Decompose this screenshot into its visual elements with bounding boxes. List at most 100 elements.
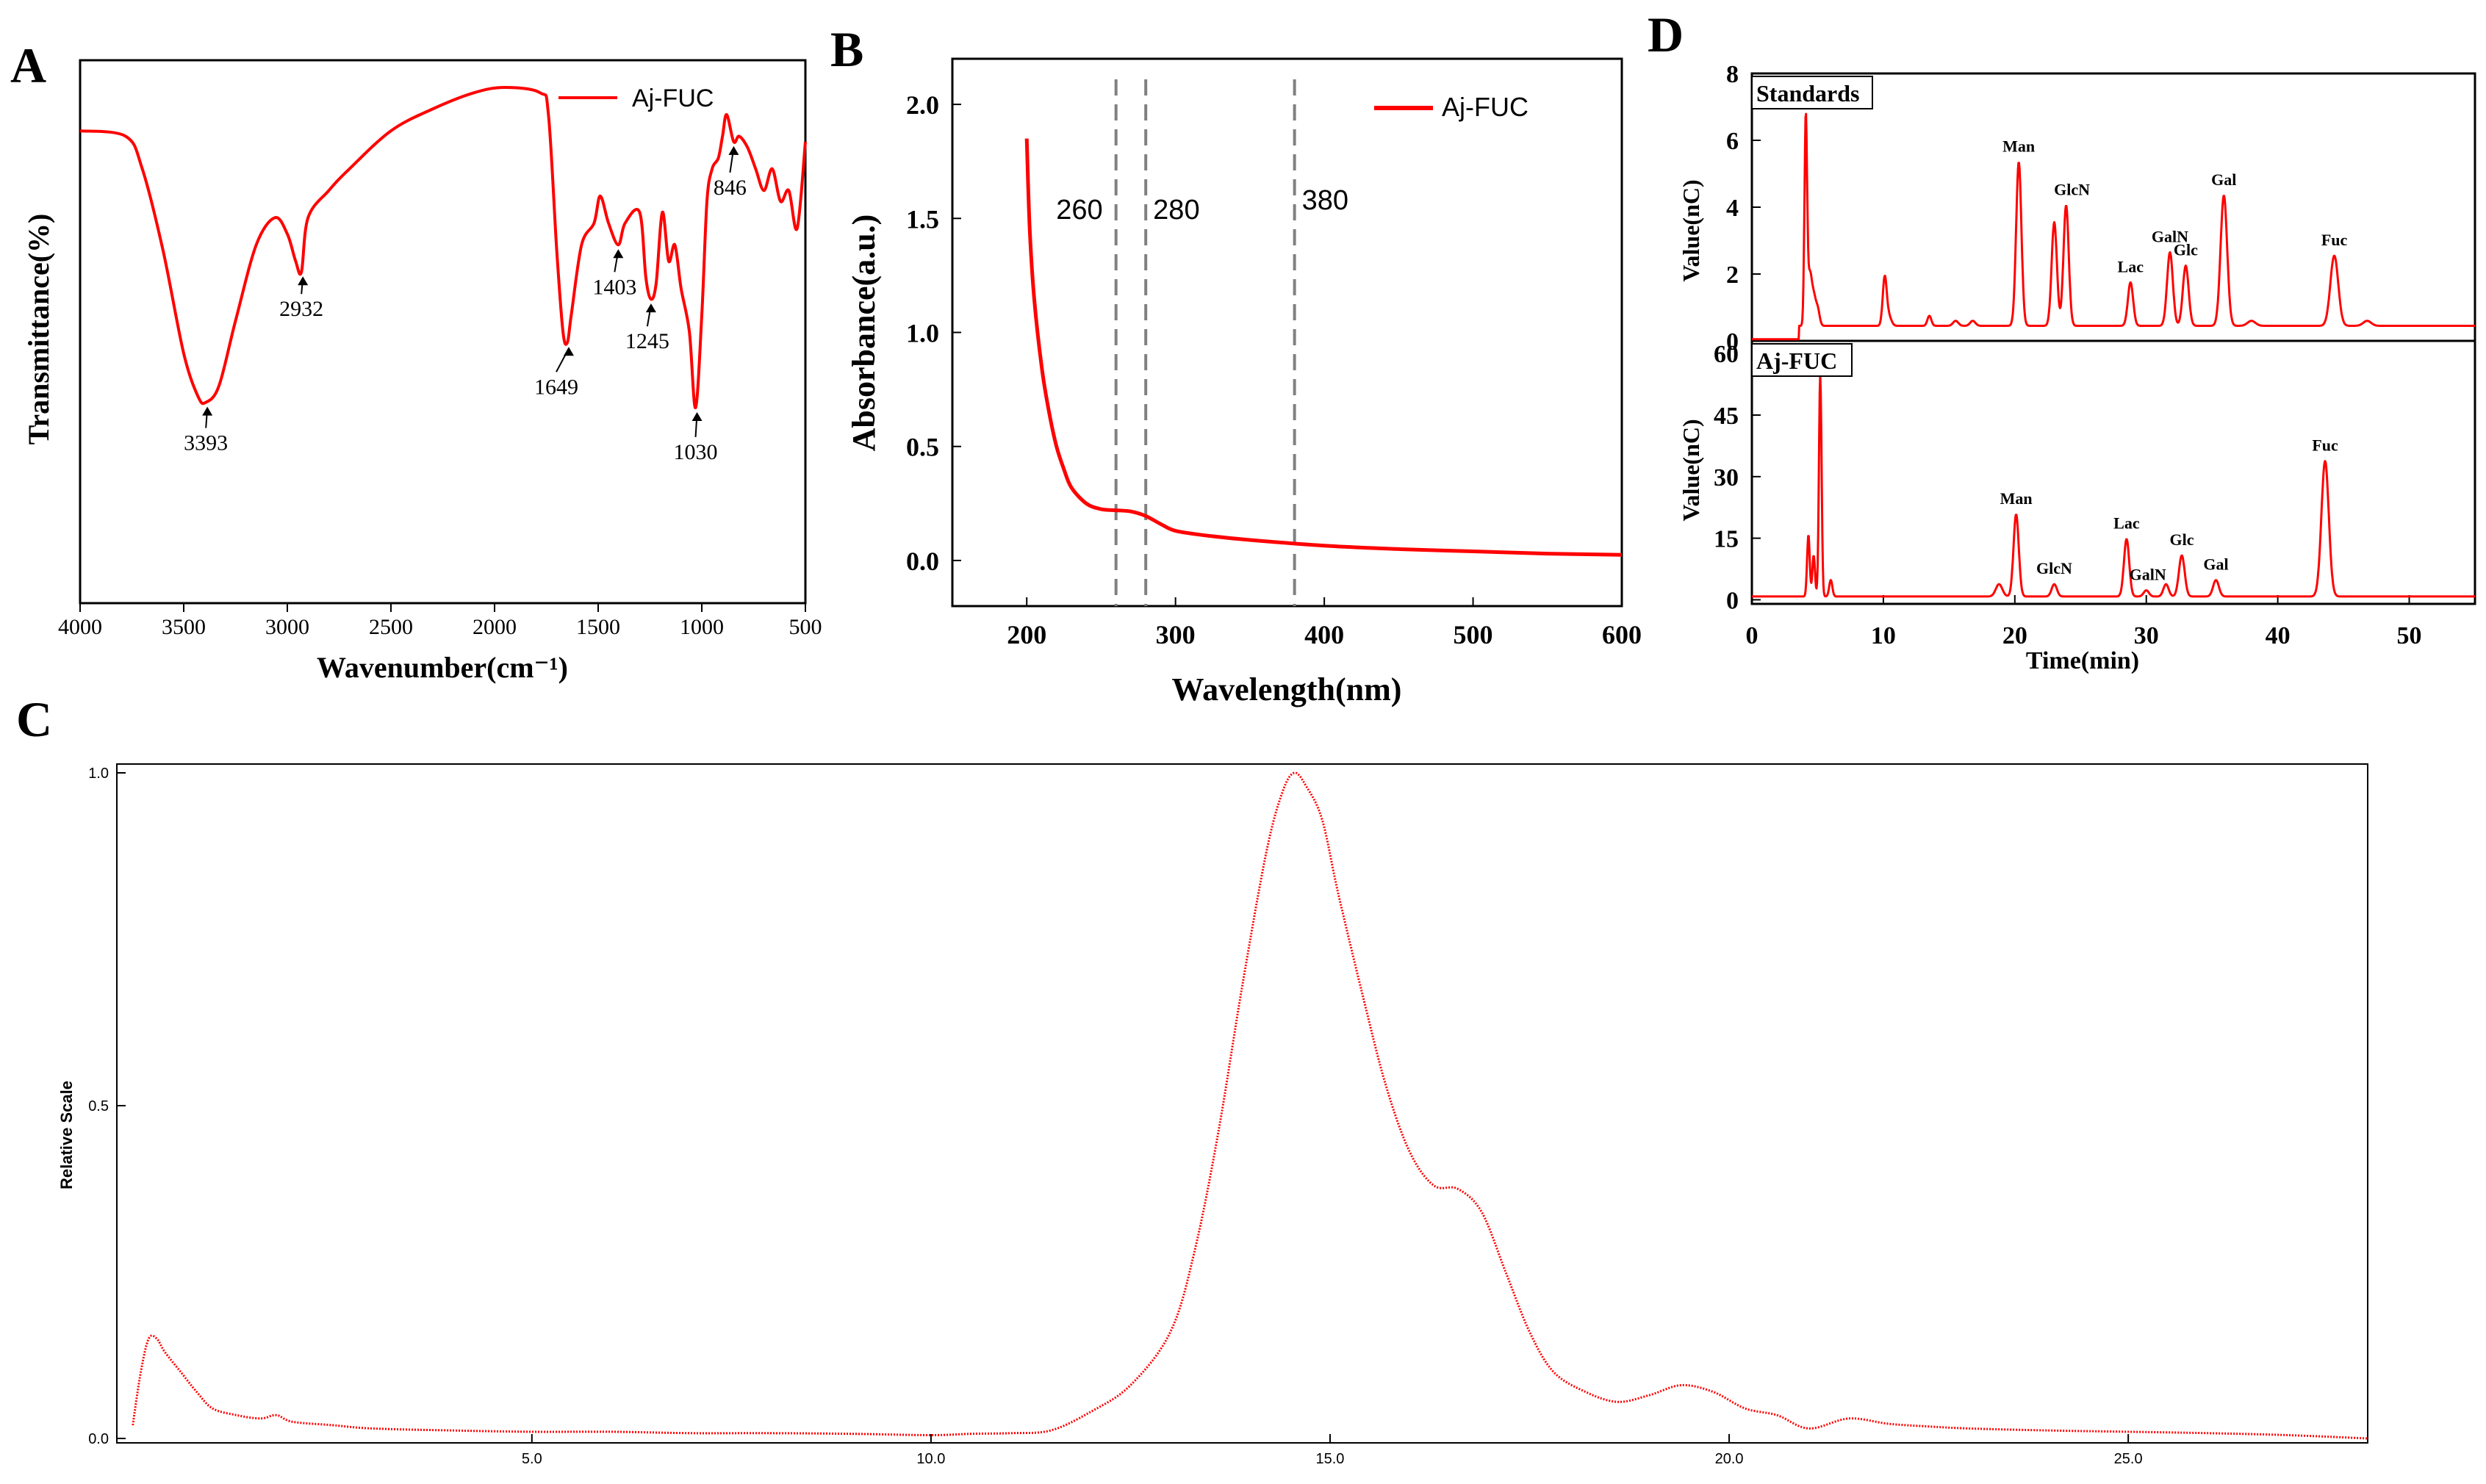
- x-axis-ticks-a: 4000 3500 3000 2500 2000 1500 1000 500: [58, 603, 822, 639]
- panel-b: B 200 300 400 500 600 0.0 0.5 1.0 1.5 2.0 260 280 3…: [830, 21, 1642, 707]
- y-axis-label-d-bottom: Value(nC): [1678, 419, 1704, 521]
- x-tick-label-c: 15.0: [1316, 1451, 1345, 1467]
- y-tick-label-d-top: 8: [1726, 61, 1739, 88]
- subplot-title-standards: Standards: [1756, 80, 1860, 107]
- x-tick-label-b: 200: [1007, 620, 1046, 649]
- x-tick-label-c: 5.0: [522, 1451, 542, 1467]
- y-tick-label-c: 1.0: [88, 766, 109, 782]
- reference-label-380: 380: [1302, 185, 1348, 216]
- annotation-label: 1649: [534, 375, 578, 399]
- annotation-arrowhead: [298, 276, 309, 286]
- x-tick-label-a: 3500: [162, 615, 206, 639]
- annotation-arrowhead: [613, 249, 624, 259]
- x-tick-label-a: 1500: [576, 615, 620, 639]
- x-axis-label-d: Time(min): [2026, 647, 2139, 674]
- peak-label: Gal: [2203, 555, 2228, 574]
- x-tick-label-d: 0: [1746, 622, 1758, 649]
- legend-label-a: Aj-FUC: [632, 84, 714, 112]
- peak-label: Glc: [2170, 530, 2194, 549]
- x-tick-label-d: 10: [1871, 622, 1896, 649]
- y-tick-label-d-bottom: 30: [1714, 464, 1739, 491]
- y-tick-label-d-bottom: 15: [1714, 526, 1739, 553]
- plot-frame-b: [951, 57, 1623, 608]
- peak-label: Fuc: [2312, 436, 2338, 455]
- peak-label: Lac: [2118, 257, 2144, 275]
- panel-d: D 0 10 20 30 40 50 0 2 4 6 8 0 15 30 45 60 Man GlcN Lac Ga…: [1648, 7, 2476, 674]
- x-tick-label-a: 2500: [369, 615, 413, 639]
- x-tick-label-d: 50: [2397, 622, 2422, 649]
- axis-ticks-d: 0 10 20 30 40 50 0 2 4 6 8 0 15 30 45 60: [1714, 61, 2422, 649]
- y-axis-label-b: Absorbance(a.u.): [846, 215, 882, 452]
- y-tick-label-d-top: 0: [1726, 328, 1739, 356]
- axis-ticks-b: 200 300 400 500 600 0.0 0.5 1.0 1.5 2.0: [906, 90, 1642, 649]
- reference-lines-b: 260 280 380: [1056, 79, 1348, 606]
- series-line-aj-fuc-hpgpc: [132, 771, 2368, 1440]
- peak-label: Glc: [2174, 241, 2198, 259]
- x-tick-label-d: 20: [2002, 622, 2027, 649]
- x-tick-label-b: 300: [1156, 620, 1196, 649]
- x-tick-label-a: 2000: [473, 615, 517, 639]
- plot-frame-a: [79, 59, 807, 605]
- panel-letter-d: D: [1648, 7, 1684, 62]
- subplot-title-box-standards: [1751, 76, 1873, 109]
- annotation-arrowhead: [563, 347, 574, 356]
- peak-label: GalN: [2130, 566, 2166, 584]
- peak-annotations-a: 3393 2932 1649 1403 1245 1030 846: [184, 145, 747, 464]
- peak-label: Fuc: [2321, 231, 2348, 249]
- panel-c: C 5.0 10.0 15.0 20.0 25.0 0.0 0.5 1.0 Relative …: [16, 691, 2368, 1467]
- x-tick-label-a: 3000: [265, 615, 309, 639]
- x-tick-label-b: 400: [1304, 620, 1344, 649]
- annotation-arrowhead: [202, 406, 213, 416]
- peak-label: GlcN: [2036, 559, 2072, 577]
- series-line-aj-fuc-hpaec: [1751, 373, 2476, 598]
- y-tick-label-b: 1.5: [906, 204, 939, 234]
- y-tick-label-c: 0.0: [88, 1431, 109, 1447]
- y-axis-label-d-top: Value(nC): [1678, 179, 1704, 281]
- y-tick-label-b: 1.0: [906, 319, 939, 348]
- peak-label: Man: [2000, 489, 2033, 508]
- x-tick-label-a: 4000: [58, 615, 102, 639]
- x-tick-label-b: 500: [1454, 620, 1493, 649]
- x-tick-label-d: 30: [2134, 622, 2159, 649]
- subplot-title-box-aj-fuc: [1751, 343, 1853, 377]
- annotation-arrowhead: [645, 303, 656, 313]
- axis-ticks-c: 5.0 10.0 15.0 20.0 25.0 0.0 0.5 1.0: [88, 766, 2142, 1467]
- panel-letter-c: C: [16, 691, 52, 747]
- x-tick-label-c: 20.0: [1715, 1451, 1744, 1467]
- peak-label: GalN: [2152, 227, 2188, 245]
- y-tick-label-b: 2.0: [906, 90, 939, 120]
- y-tick-label-b: 0.0: [906, 547, 939, 576]
- peak-label: Gal: [2211, 170, 2236, 189]
- reference-label-280: 280: [1153, 195, 1199, 226]
- annotation-label: 2932: [279, 297, 323, 321]
- y-tick-label-d-bottom: 0: [1726, 587, 1739, 614]
- y-tick-label-d-top: 6: [1726, 128, 1739, 155]
- y-tick-label-c: 0.5: [88, 1098, 109, 1114]
- peak-label: Man: [2002, 137, 2035, 156]
- panel-letter-a: A: [10, 37, 46, 93]
- peak-label: Lac: [2113, 514, 2140, 533]
- x-tick-label-d: 40: [2266, 622, 2291, 649]
- y-axis-label-c: Relative Scale: [57, 1081, 76, 1189]
- annotation-label: 846: [714, 176, 747, 200]
- y-tick-label-b: 0.5: [906, 433, 939, 462]
- series-line-standards: [1751, 112, 2476, 341]
- y-tick-label-d-bottom: 45: [1714, 403, 1739, 430]
- panel-a: A 4000 3500 3000 2500 2000 1500 1000 500 3393 29…: [10, 37, 822, 684]
- plot-frame-c: [116, 763, 2368, 1444]
- peak-labels-d: ManGlcNLacGalNGlcGalFucManGlcNLacGalNGlc…: [2000, 137, 2348, 584]
- peak-label: GlcN: [2054, 181, 2090, 199]
- annotation-label: 1030: [674, 440, 718, 464]
- x-tick-label-c: 10.0: [916, 1451, 945, 1467]
- legend-label-b: Aj-FUC: [1442, 92, 1528, 122]
- annotation-label: 3393: [184, 431, 228, 455]
- x-tick-label-a: 500: [789, 615, 822, 639]
- series-line-aj-fuc-uv: [1024, 138, 1623, 557]
- x-axis-label-a: Wavenumber(cm⁻¹): [317, 651, 568, 684]
- y-axis-label-a: Transmittance(%): [22, 214, 55, 445]
- x-axis-label-b: Wavelength(nm): [1172, 671, 1402, 707]
- y-tick-label-d-top: 2: [1726, 262, 1739, 289]
- annotation-arrowhead: [691, 411, 703, 421]
- y-tick-label-d-bottom: 60: [1714, 341, 1739, 368]
